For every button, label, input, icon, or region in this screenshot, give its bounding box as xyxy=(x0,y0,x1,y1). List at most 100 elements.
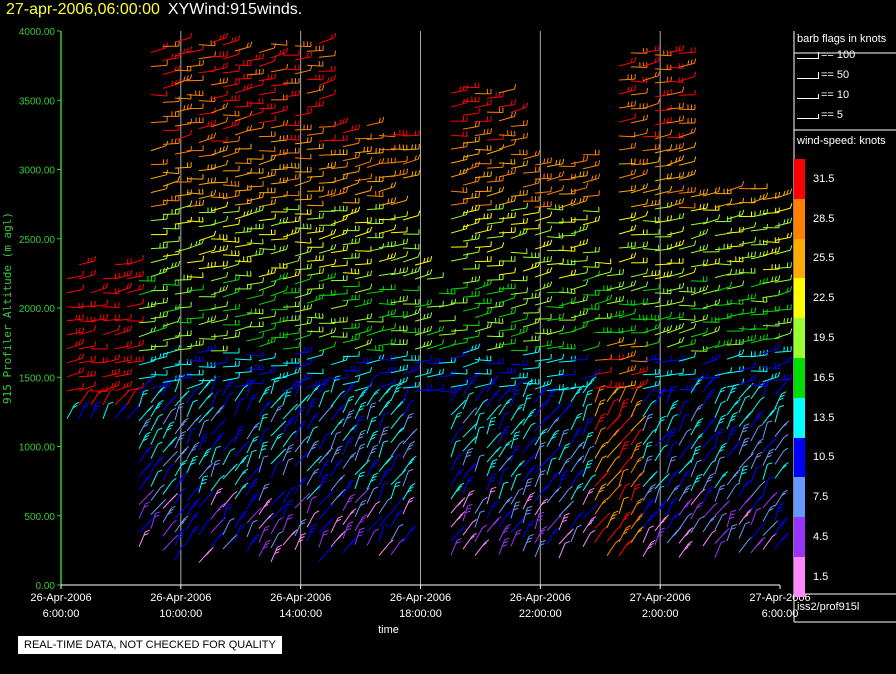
barb-flag xyxy=(617,470,622,475)
barb-flag xyxy=(90,256,93,263)
barb-flag xyxy=(538,150,541,156)
wind-barb xyxy=(186,514,196,530)
barb-flag xyxy=(469,490,475,494)
wind-barb xyxy=(654,502,663,518)
barb-flag xyxy=(357,178,361,184)
barb-flag xyxy=(531,263,534,269)
barb-flag xyxy=(299,536,305,539)
barb-flag xyxy=(288,513,294,517)
barb-flag xyxy=(208,392,214,397)
barb-flag xyxy=(226,314,229,320)
barb-flag xyxy=(201,482,207,485)
barb-flag xyxy=(510,196,513,202)
barb-flag xyxy=(406,447,412,451)
wind-barb xyxy=(582,433,590,449)
barb-flag xyxy=(345,528,351,531)
barb-flag xyxy=(624,440,630,444)
wind-barb xyxy=(162,423,171,439)
barb-flag xyxy=(298,173,301,179)
barb-flag xyxy=(286,315,289,321)
barb-flag xyxy=(297,367,301,373)
wind-barb xyxy=(378,313,395,318)
barb-flag xyxy=(231,536,236,541)
wind-barb xyxy=(774,207,791,213)
barb-flag xyxy=(340,474,346,479)
wind-barb xyxy=(282,489,292,504)
wind-barb xyxy=(318,521,331,534)
wind-barb xyxy=(234,313,251,318)
wind-barb xyxy=(642,431,653,445)
wind-barb xyxy=(690,289,707,296)
barb-flag xyxy=(482,524,488,528)
wind-barb xyxy=(654,109,672,112)
wind-barb xyxy=(402,415,410,431)
barb-flag xyxy=(657,534,663,537)
wind-barb xyxy=(402,271,419,277)
barb-flag xyxy=(228,381,234,385)
barb-flag xyxy=(106,313,108,320)
wind-barb xyxy=(774,436,785,451)
barb-flag xyxy=(504,537,510,541)
barb-flag xyxy=(663,90,666,96)
barb-flag xyxy=(637,441,642,445)
barb-flag xyxy=(238,219,241,225)
barb-flag xyxy=(225,201,229,207)
wind-barb xyxy=(510,291,527,295)
barb-flag xyxy=(777,509,783,513)
wind-barb xyxy=(438,320,456,322)
barb-flag xyxy=(658,394,664,398)
wind-barb xyxy=(666,359,683,362)
wind-barb xyxy=(474,103,491,109)
wind-barb xyxy=(234,399,241,416)
wind-barb xyxy=(222,505,228,522)
barb-flag xyxy=(411,366,414,372)
barb-flag xyxy=(539,511,545,515)
barb-flag xyxy=(507,510,513,514)
barb-flag xyxy=(503,467,509,471)
barb-flag xyxy=(375,500,381,505)
barb-flag xyxy=(471,345,474,351)
wind-barb xyxy=(606,285,623,291)
wind-barb xyxy=(198,137,215,144)
wind-barb xyxy=(726,525,733,542)
barb-flag xyxy=(721,400,726,404)
barb-flag xyxy=(669,129,673,135)
barb-flag xyxy=(634,169,637,175)
barb-flag xyxy=(414,155,417,161)
wind-barb xyxy=(762,348,779,355)
barb-flag xyxy=(126,382,129,388)
barb-flag xyxy=(108,401,114,405)
wind-barb xyxy=(78,403,86,419)
wind-barb xyxy=(606,473,619,487)
barb-flag xyxy=(744,500,749,504)
wind-barb xyxy=(678,146,695,152)
barb-flag xyxy=(730,418,736,422)
barb-flag xyxy=(515,389,521,392)
barb-flag xyxy=(529,411,535,415)
barb-flag xyxy=(226,507,232,510)
barb-flag xyxy=(507,212,509,219)
barb-flag xyxy=(129,325,133,331)
barb-flag xyxy=(342,174,345,180)
barb-flag xyxy=(262,277,265,283)
barb-flag xyxy=(394,308,397,315)
barb-flag xyxy=(556,486,562,491)
timestamp: 27-apr-2006,06:00:00 xyxy=(6,1,160,18)
barb-flag xyxy=(310,303,313,309)
barb-flag xyxy=(286,391,292,394)
barb-flag xyxy=(387,198,390,204)
barb-flag xyxy=(553,419,559,423)
barb-flag xyxy=(182,473,188,477)
barb-flag xyxy=(110,382,114,388)
barb-flag xyxy=(626,511,632,515)
wind-barb xyxy=(270,139,287,143)
barb-flag xyxy=(219,432,225,437)
barb-flag xyxy=(263,455,269,458)
wind-barb xyxy=(534,444,542,460)
barb-flag xyxy=(642,170,645,176)
wind-barb xyxy=(594,415,602,431)
barb-flag xyxy=(408,486,414,490)
barb-flag xyxy=(646,114,649,120)
wind-barb xyxy=(162,538,175,551)
wind-barb xyxy=(462,222,479,228)
